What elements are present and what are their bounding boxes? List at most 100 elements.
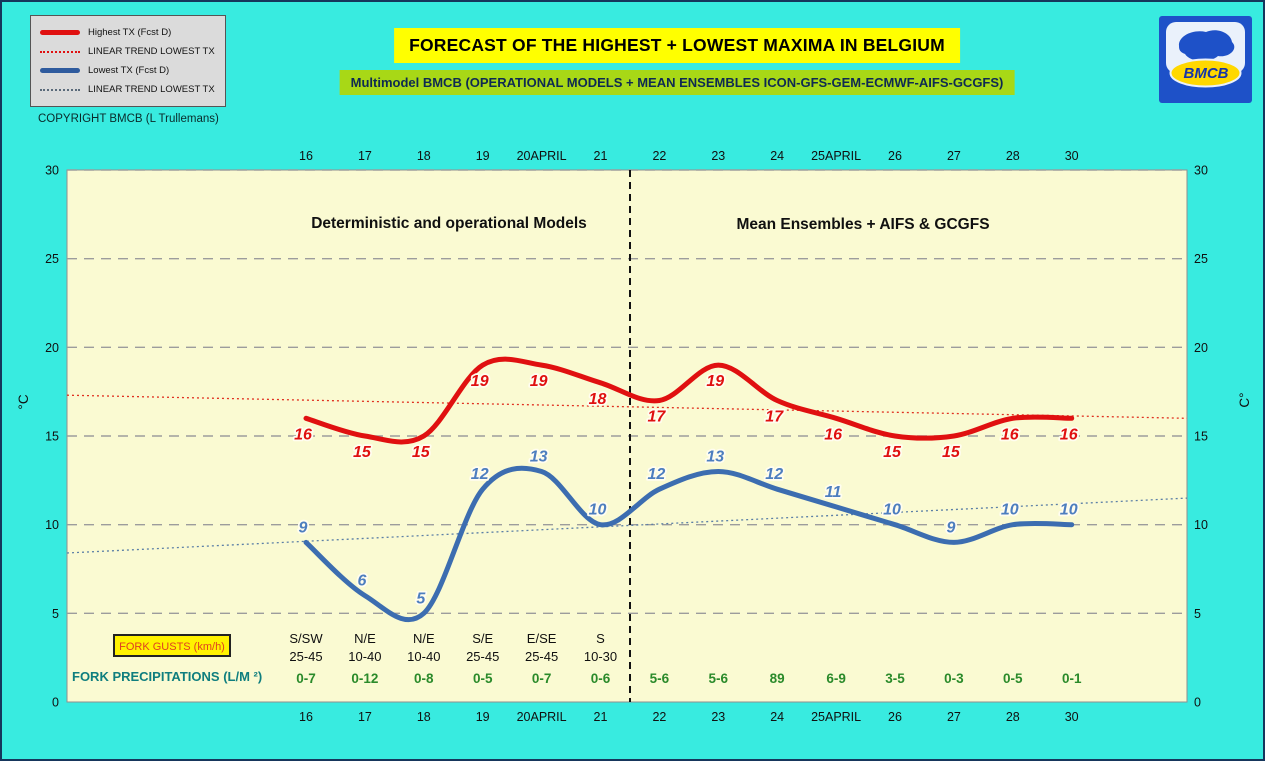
x-tick-bottom: 22 [652, 710, 666, 724]
precip-value: 5-6 [709, 671, 729, 686]
y-axis-left-labels: 0 5 10 15 20 25 30 [45, 164, 59, 710]
y-tick: 30 [45, 164, 59, 178]
precip-value: 0-5 [473, 671, 493, 686]
chart-legend: Highest TX (Fcst D) LINEAR TREND LOWEST … [30, 15, 226, 107]
legend-label: Highest TX (Fcst D) [88, 27, 172, 38]
page-title: FORECAST OF THE HIGHEST + LOWEST MAXIMA … [394, 28, 960, 63]
wind-direction: S/E [472, 631, 493, 646]
x-tick-bottom: 21 [594, 710, 608, 724]
legend-item-trend-blue: LINEAR TREND LOWEST TX [40, 80, 216, 99]
legend-label: LINEAR TREND LOWEST TX [88, 84, 215, 95]
section-title-deterministic: Deterministic and operational Models [311, 215, 587, 232]
value-label: 15 [412, 444, 431, 461]
x-tick-bottom: 24 [770, 710, 784, 724]
x-tick-top: 25APRIL [811, 149, 861, 163]
wind-direction: S [596, 631, 605, 646]
value-label: 19 [471, 373, 489, 390]
value-label: 10 [1060, 502, 1078, 519]
value-label: 13 [530, 449, 548, 466]
wind-range: 25-45 [525, 649, 558, 664]
x-tick-bottom: 17 [358, 710, 372, 724]
wind-direction: N/E [413, 631, 435, 646]
value-label: 12 [648, 466, 666, 483]
value-label: 19 [706, 373, 724, 390]
x-tick-bottom: 18 [417, 710, 431, 724]
x-tick-top: 28 [1006, 149, 1020, 163]
logo-text: BMCB [1184, 65, 1229, 82]
x-tick-top: 19 [476, 149, 490, 163]
belgium-map-shape [1178, 30, 1235, 62]
page-subtitle: Multimodel BMCB (OPERATIONAL MODELS + ME… [339, 70, 1015, 95]
x-tick-top: 22 [652, 149, 666, 163]
legend-label: Lowest TX (Fcst D) [88, 65, 170, 76]
value-label: 16 [1060, 426, 1078, 443]
value-label: 16 [294, 426, 312, 443]
legend-swatch-lowest-tx [40, 68, 80, 73]
precip-value: 0-1 [1062, 671, 1082, 686]
value-label: 5 [416, 590, 426, 607]
series-labels-highest-tx: 16 15 15 19 19 18 17 19 17 16 15 15 16 16 [292, 371, 1079, 462]
precip-value: 6-9 [826, 671, 846, 686]
trend-line-lowest [66, 497, 1188, 554]
x-tick-top: 23 [711, 149, 725, 163]
x-tick-top: 16 [299, 149, 313, 163]
y-axis-right-labels: 0 5 10 15 20 25 30 [1194, 164, 1208, 710]
value-label: 10 [589, 502, 607, 519]
y-tick: 10 [1194, 518, 1208, 532]
y-tick: 5 [1194, 607, 1201, 621]
value-label: 15 [883, 444, 902, 461]
value-label: 12 [765, 466, 783, 483]
value-label: 17 [765, 409, 784, 426]
wind-range: 25-45 [289, 649, 322, 664]
wind-range: 10-40 [348, 649, 381, 664]
legend-item-highest-tx: Highest TX (Fcst D) [40, 23, 216, 42]
wind-direction: S/SW [289, 631, 323, 646]
x-tick-bottom: 23 [711, 710, 725, 724]
legend-swatch-trend-red [40, 50, 80, 53]
trend-line-highest [66, 394, 1188, 419]
precip-value: 0-7 [296, 671, 316, 686]
precip-value: 3-5 [885, 671, 905, 686]
plot-area [66, 169, 1188, 703]
x-tick-bottom: 30 [1065, 710, 1079, 724]
value-label: 6 [357, 573, 366, 590]
x-axis-bottom-labels: 16 17 18 19 20APRIL 21 22 23 24 25APRIL 26 27 28 30 [299, 710, 1079, 724]
series-line-lowest-tx [303, 465, 1075, 623]
precip-value: 0-12 [351, 671, 378, 686]
wind-range: 10-30 [584, 649, 617, 664]
copyright-text: COPYRIGHT BMCB (L Trullemans) [38, 113, 219, 125]
wind-range: 10-40 [407, 649, 440, 664]
value-label: 13 [706, 449, 724, 466]
wind-range: 25-45 [466, 649, 499, 664]
y-tick: 20 [1194, 341, 1208, 355]
y-tick: 10 [45, 518, 59, 532]
value-label: 17 [648, 409, 667, 426]
y-axis-unit-left: °C [16, 394, 31, 409]
x-tick-bottom: 26 [888, 710, 902, 724]
precip-value: 0-3 [944, 671, 964, 686]
legend-label: LINEAR TREND LOWEST TX [88, 46, 215, 57]
y-tick: 15 [45, 430, 59, 444]
x-tick-top: 24 [770, 149, 784, 163]
x-tick-top: 21 [594, 149, 608, 163]
value-label: 18 [589, 391, 607, 408]
precip-value: 89 [770, 671, 785, 686]
precip-value: 0-8 [414, 671, 434, 686]
x-tick-top: 17 [358, 149, 372, 163]
series-labels-lowest-tx: 9 6 5 12 13 10 12 13 12 11 10 9 10 10 [297, 447, 1080, 609]
x-tick-bottom: 19 [476, 710, 490, 724]
x-tick-bottom: 20APRIL [517, 710, 567, 724]
value-label: 11 [825, 484, 842, 501]
precip-value: 0-6 [591, 671, 611, 686]
fork-gusts-box: FORK GUSTS (km/h) [113, 634, 231, 657]
x-axis-top-labels: 16 17 18 19 20APRIL 21 22 23 24 25APRIL 26 27 28 30 [299, 149, 1079, 163]
wind-direction: E/SE [527, 631, 557, 646]
x-tick-top: 26 [888, 149, 902, 163]
series-line-highest-tx [303, 356, 1075, 445]
value-label: 15 [353, 444, 372, 461]
precip-value: 0-5 [1003, 671, 1023, 686]
y-tick: 20 [45, 341, 59, 355]
wind-direction: N/E [354, 631, 376, 646]
